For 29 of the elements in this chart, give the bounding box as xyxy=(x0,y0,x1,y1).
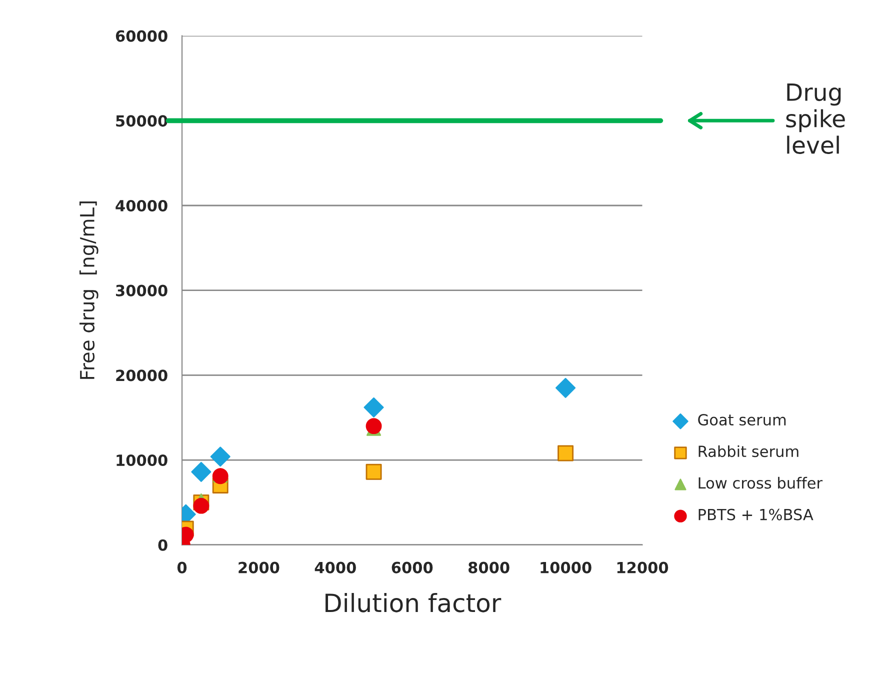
x-tick-label: 2000 xyxy=(238,562,280,574)
y-tick-label: 30000 xyxy=(116,284,168,296)
x-axis-title: Dilution factor xyxy=(326,592,502,612)
y-tick-label: 60000 xyxy=(116,30,168,42)
x-tick-label: 10000 xyxy=(540,562,592,574)
x-tick-label: 4000 xyxy=(314,562,356,574)
point xyxy=(364,397,384,418)
y-tick-label: 10000 xyxy=(116,454,168,466)
y-tick-label: 40000 xyxy=(116,200,168,212)
y-axis-title: Free drug [ng/mL] xyxy=(79,202,98,379)
legend-label: PBTS + 1%BSA xyxy=(698,508,814,520)
y-tick-label: 50000 xyxy=(116,115,168,127)
legend-label: Low cross buffer xyxy=(698,476,823,489)
point xyxy=(556,378,576,398)
y-tick-label: 20000 xyxy=(116,370,168,382)
legend-label: Goat serum xyxy=(698,414,786,426)
x-tick-label: 6000 xyxy=(392,562,433,574)
point xyxy=(558,445,574,462)
point xyxy=(191,462,212,482)
legend-label: Rabbit serum xyxy=(698,445,798,458)
point xyxy=(366,464,382,480)
x-tick-label: 8000 xyxy=(468,562,510,574)
point xyxy=(210,446,230,467)
point xyxy=(193,498,210,514)
x-tick-label: 12000 xyxy=(617,562,668,574)
y-tick-label: 0 xyxy=(158,539,168,551)
text: Drug spike level xyxy=(786,84,845,154)
point xyxy=(366,418,382,434)
x-tick-label: 0 xyxy=(177,562,187,574)
